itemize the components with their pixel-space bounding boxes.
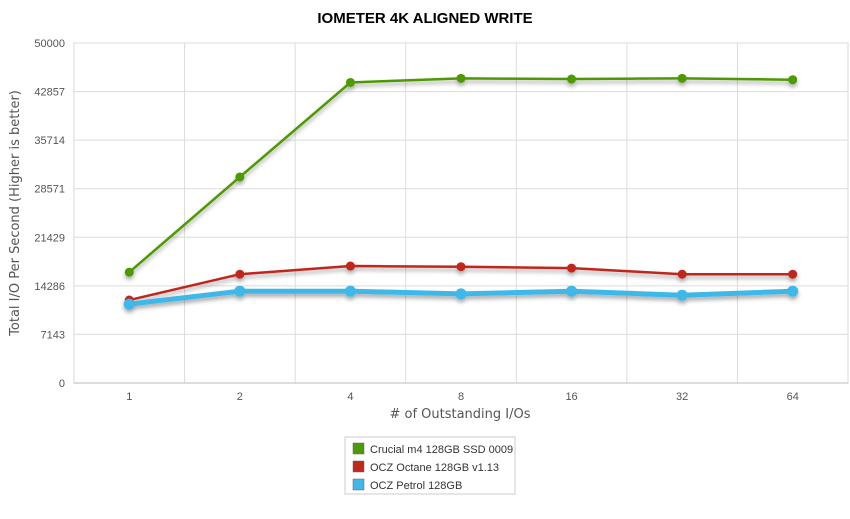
data-point [123,298,135,310]
data-point [234,285,246,297]
grid [74,42,848,384]
data-point [567,263,577,273]
legend-swatch [352,460,365,473]
x-tick-label: 4 [347,391,353,403]
legend-swatch [352,478,365,491]
y-axis: 0 7143 14286 21429 28571 35714 42857 50000 [34,38,65,390]
y-tick-label: 35714 [34,135,65,147]
x-tick-label: 8 [458,391,464,403]
x-axis: 1 2 4 8 16 32 64 [126,391,799,403]
data-point [566,285,578,297]
data-point [235,269,245,279]
data-point [235,172,245,182]
plot-frame [73,42,849,384]
data-point [567,74,577,84]
series-1 [124,73,798,277]
data-point [677,269,687,279]
legend-label: OCZ Octane 128GB v1.13 [370,462,499,474]
y-tick-label: 7143 [41,329,65,341]
data-point [124,267,134,277]
y-tick-label: 0 [59,378,65,390]
data-point [455,288,467,300]
y-tick-label: 28571 [34,184,65,196]
data-point [787,285,799,297]
legend: Crucial m4 128GB SSD 0009 OCZ Octane 128G… [344,436,516,495]
data-point [788,269,798,279]
data-point [345,77,355,87]
legend-swatch [352,442,365,455]
x-tick-label: 32 [676,391,688,403]
plot-area [73,42,849,384]
data-point [788,75,798,85]
y-tick-label: 42857 [34,87,65,99]
legend-box [344,436,516,495]
chart-title: IOMETER 4K ALIGNED WRITE [317,10,532,27]
x-axis-title: # of Outstanding I/Os [389,407,530,422]
legend-label: OCZ Petrol 128GB [370,480,462,492]
x-tick-label: 2 [237,391,243,403]
y-tick-label: 14286 [34,281,65,293]
data-point [456,73,466,83]
data-point [456,262,466,272]
x-tick-label: 16 [565,391,577,403]
data-point [677,73,687,83]
x-tick-label: 1 [126,391,132,403]
x-tick-label: 64 [787,391,799,403]
data-point [345,261,355,271]
data-point [344,285,356,297]
y-tick-label: 21429 [34,232,65,244]
series-3 [123,285,799,310]
data-point [676,289,688,301]
series-layer [123,73,799,310]
y-tick-label: 50000 [34,38,65,50]
y-axis-title: Total I/O Per Second (Higher is better) [8,90,23,337]
legend-label: Crucial m4 128GB SSD 0009 [370,444,513,456]
